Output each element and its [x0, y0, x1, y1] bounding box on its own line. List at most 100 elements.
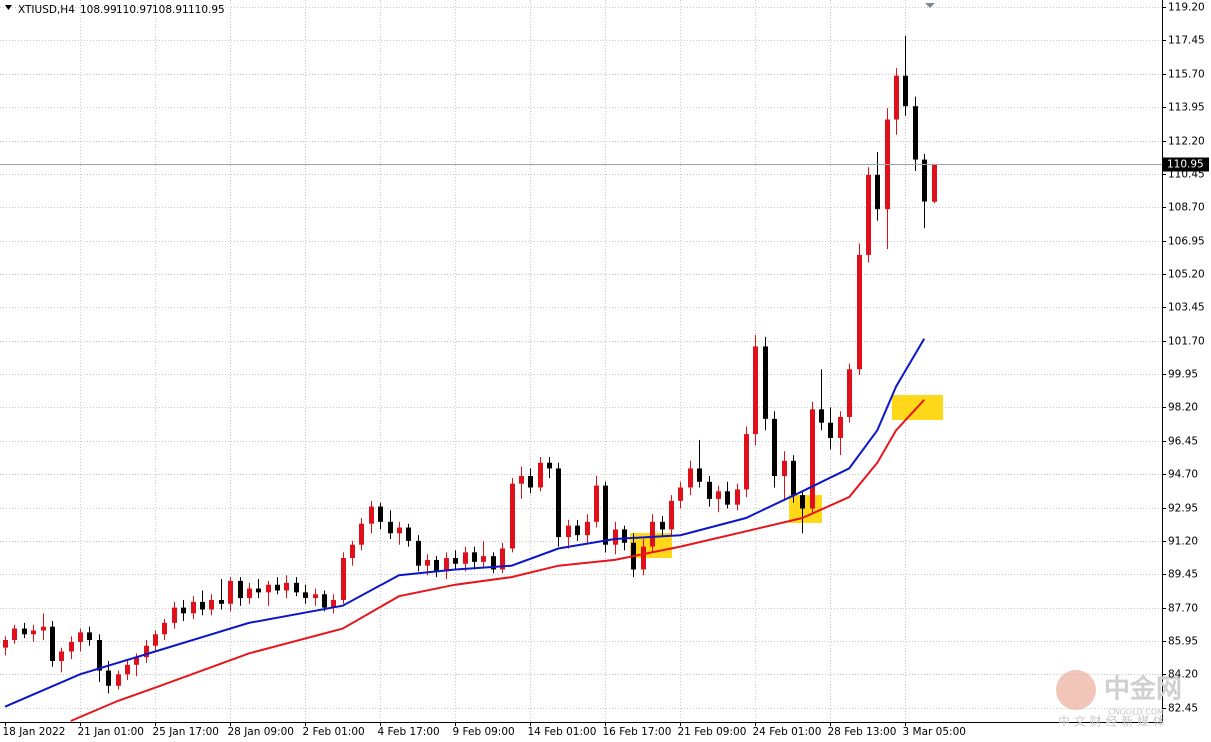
candle-body — [678, 487, 683, 501]
y-tick-label: 98.20 — [1168, 402, 1198, 414]
candle-body — [41, 626, 46, 631]
x-tick-label: 28 Feb 13:00 — [828, 726, 897, 738]
x-tick-label: 24 Feb 01:00 — [753, 726, 822, 738]
candle-body — [78, 632, 83, 642]
candle-body — [556, 468, 561, 538]
candle-body — [463, 552, 468, 564]
candle-body — [913, 106, 918, 160]
candle-body — [453, 558, 458, 564]
candle-body — [69, 641, 74, 652]
candle-body — [369, 506, 374, 524]
y-tick-label: 119.20 — [1168, 2, 1205, 14]
x-tick-label: 16 Feb 17:00 — [603, 726, 672, 738]
x-tick-label: 21 Feb 09:00 — [678, 726, 747, 738]
candle-body — [256, 588, 261, 593]
candle-body — [528, 476, 533, 488]
candle-body — [134, 657, 139, 665]
candle-body — [800, 495, 805, 509]
y-tick-label: 85.95 — [1168, 636, 1198, 648]
candle-body — [753, 346, 758, 435]
candle-body — [650, 521, 655, 547]
candle-body — [125, 664, 130, 675]
shift-marker — [925, 3, 935, 8]
ohlc-high: 110.97 — [116, 4, 153, 16]
candle-body — [735, 489, 740, 505]
ma-line — [70, 399, 925, 722]
y-tick-label: 117.45 — [1168, 35, 1205, 47]
candle-body — [294, 582, 299, 593]
price-label: 110.95 — [1167, 159, 1204, 171]
y-tick-label: 113.95 — [1168, 102, 1205, 114]
candle-body — [613, 529, 618, 545]
candle-body — [275, 584, 280, 591]
candle-body — [191, 601, 196, 614]
candle-body — [500, 548, 505, 570]
y-tick-label: 112.20 — [1168, 136, 1205, 148]
candle-body — [209, 599, 214, 610]
x-tick-label: 21 Jan 01:00 — [78, 726, 144, 738]
candle-body — [903, 75, 908, 107]
candle-body — [22, 628, 27, 635]
y-tick-label: 82.45 — [1168, 703, 1198, 715]
candle-body — [153, 634, 158, 646]
candle-body — [932, 164, 937, 202]
candle-body — [575, 525, 580, 536]
candle-body — [782, 460, 787, 477]
y-tick-label: 103.45 — [1168, 302, 1205, 314]
candle-body — [481, 556, 486, 562]
x-tick-label: 25 Jan 17:00 — [153, 726, 219, 738]
candle-body — [772, 418, 777, 477]
x-tick-label: 14 Feb 01:00 — [528, 726, 597, 738]
candle-body — [303, 592, 308, 599]
x-tick-label: 2 Feb 01:00 — [303, 726, 365, 738]
grid — [0, 0, 1162, 722]
candle-body — [744, 434, 749, 490]
candle-body — [669, 500, 674, 530]
candle-body — [144, 645, 149, 658]
watermark-logo — [1056, 670, 1096, 710]
candle-body — [434, 559, 439, 572]
candle-body — [59, 651, 64, 661]
ohlc-close: 110.95 — [188, 4, 225, 16]
candle-body — [838, 416, 843, 438]
chart-title: XTIUSD,H4 — [18, 4, 75, 16]
candle-body — [444, 558, 449, 572]
candle-body — [181, 607, 186, 614]
candle-body — [894, 75, 899, 120]
candle-body — [510, 483, 515, 549]
candle-body — [763, 346, 768, 419]
y-tick-label: 94.70 — [1168, 469, 1198, 481]
candle-body — [228, 580, 233, 604]
candle-body — [247, 588, 252, 599]
candle-body — [857, 254, 862, 370]
candle-body — [697, 468, 702, 482]
ohlc-open: 108.99 — [80, 4, 117, 16]
candle-body — [313, 594, 318, 599]
candle-body — [660, 521, 665, 530]
candle-body — [847, 369, 852, 417]
candle-body — [594, 485, 599, 522]
candle-body — [716, 491, 721, 499]
ohlc-low: 108.91 — [152, 4, 189, 16]
candle-body — [472, 552, 477, 562]
candle-body — [31, 630, 36, 635]
watermark-site: CNGOLD.COM — [1108, 708, 1164, 717]
y-tick-label: 115.70 — [1168, 69, 1205, 81]
highlight — [789, 495, 822, 523]
candle-body — [200, 601, 205, 610]
candle-body — [416, 540, 421, 566]
candle-body — [238, 580, 243, 599]
price-label-box — [1163, 157, 1209, 172]
candle-body — [87, 632, 92, 641]
x-tick-label: 28 Jan 09:00 — [228, 726, 294, 738]
candle-body — [828, 422, 833, 438]
y-tick-label: 101.70 — [1168, 336, 1205, 348]
candle-body — [866, 174, 871, 255]
candle-body — [641, 546, 646, 570]
candle-body — [810, 409, 815, 509]
candle-body — [566, 525, 571, 538]
title-arrow — [5, 5, 12, 10]
candle-body — [219, 599, 224, 604]
candle-body — [106, 670, 111, 686]
